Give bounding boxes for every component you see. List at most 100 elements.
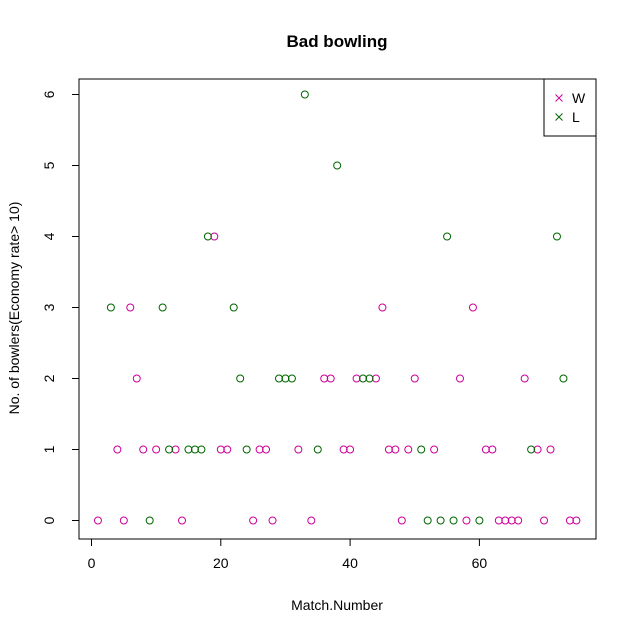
data-point-W (119, 516, 128, 525)
data-point-W (113, 445, 122, 454)
data-point-W (371, 374, 380, 383)
data-point-L (552, 232, 561, 241)
data-point-W (430, 445, 439, 454)
data-point-L (165, 445, 174, 454)
data-point-L (236, 374, 245, 383)
data-point-W (488, 445, 497, 454)
data-point-W (514, 516, 523, 525)
x-tick-label: 60 (472, 555, 488, 571)
data-point-W (152, 445, 161, 454)
data-point-W (249, 516, 258, 525)
data-point-L (281, 374, 290, 383)
legend-entry-W: W (555, 90, 586, 106)
data-point-W (462, 516, 471, 525)
data-point-L (333, 161, 342, 170)
data-point-L (197, 445, 206, 454)
y-tick-label: 5 (41, 161, 57, 169)
x-tick-label: 0 (88, 555, 96, 571)
data-point-L (158, 303, 167, 312)
x-tick-label: 20 (213, 555, 229, 571)
data-point-W (384, 445, 393, 454)
data-point-W (210, 232, 219, 241)
plot-frame (78, 78, 597, 540)
data-point-W (126, 303, 135, 312)
data-point-W (255, 445, 264, 454)
legend: WL (543, 78, 597, 137)
data-point-W (378, 303, 387, 312)
data-point-L (313, 445, 322, 454)
data-point-W (307, 516, 316, 525)
data-point-L (436, 516, 445, 525)
data-point-L (475, 516, 484, 525)
data-point-W (404, 445, 413, 454)
data-point-W (132, 374, 141, 383)
legend-label: W (572, 90, 586, 106)
data-point-L (287, 374, 296, 383)
data-point-L (423, 516, 432, 525)
y-tick-label: 2 (41, 374, 57, 382)
chart-title: Bad bowling (286, 32, 387, 51)
data-point-W (178, 516, 187, 525)
legend-marker (555, 94, 563, 102)
x-axis: 0 20 40 60 (88, 538, 488, 571)
data-point-W (391, 445, 400, 454)
data-point-W (468, 303, 477, 312)
data-point-L (417, 445, 426, 454)
y-axis: 0 1 2 3 4 5 6 (41, 90, 80, 524)
data-point-L (242, 445, 251, 454)
y-tick-label: 0 (41, 516, 57, 524)
x-tick-label: 40 (342, 555, 358, 571)
data-point-L (190, 445, 199, 454)
data-point-L (365, 374, 374, 383)
data-point-W (533, 445, 542, 454)
data-point-W (456, 374, 465, 383)
data-point-L (184, 445, 193, 454)
data-point-W (494, 516, 503, 525)
data-point-W (346, 445, 355, 454)
data-point-W (139, 445, 148, 454)
data-point-W (507, 516, 516, 525)
data-point-L (106, 303, 115, 312)
data-point-L (449, 516, 458, 525)
data-points (93, 90, 581, 525)
data-point-W (294, 445, 303, 454)
data-point-W (565, 516, 574, 525)
data-point-W (520, 374, 529, 383)
x-axis-label: Match.Number (291, 597, 383, 613)
data-point-L (443, 232, 452, 241)
data-point-L (203, 232, 212, 241)
data-point-W (262, 445, 271, 454)
data-point-W (352, 374, 361, 383)
data-point-L (527, 445, 536, 454)
y-tick-label: 3 (41, 303, 57, 311)
data-point-L (274, 374, 283, 383)
legend-entry-L: L (555, 109, 580, 125)
data-point-L (229, 303, 238, 312)
data-point-W (572, 516, 581, 525)
data-point-L (359, 374, 368, 383)
data-point-W (410, 374, 419, 383)
data-point-W (216, 445, 225, 454)
y-tick-label: 1 (41, 445, 57, 453)
data-point-W (320, 374, 329, 383)
data-point-W (339, 445, 348, 454)
data-point-W (397, 516, 406, 525)
y-axis-label: No. of bowlers(Economy rate> 10) (6, 202, 22, 415)
legend-marker (555, 113, 563, 121)
data-point-W (93, 516, 102, 525)
y-tick-label: 6 (41, 90, 57, 98)
data-point-W (540, 516, 549, 525)
legend-label: L (572, 109, 580, 125)
data-point-W (481, 445, 490, 454)
legend-box (543, 78, 597, 137)
data-point-W (326, 374, 335, 383)
data-point-W (501, 516, 510, 525)
data-point-L (559, 374, 568, 383)
y-tick-label: 4 (41, 232, 57, 240)
data-point-L (300, 90, 309, 99)
data-point-W (171, 445, 180, 454)
data-point-W (546, 445, 555, 454)
data-point-W (268, 516, 277, 525)
data-point-W (223, 445, 232, 454)
